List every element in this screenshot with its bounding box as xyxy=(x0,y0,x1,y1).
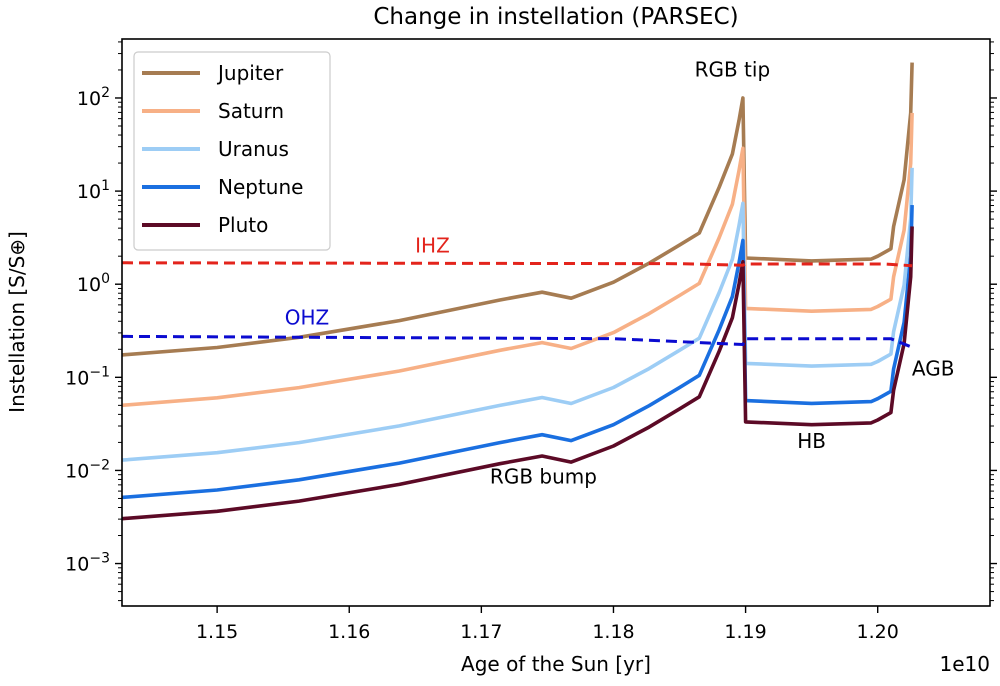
y-tick-base: 10 xyxy=(77,274,101,296)
annotation-ihz: IHZ xyxy=(415,233,450,257)
series-line-neptune xyxy=(121,205,914,500)
y-tick-exponent: −3 xyxy=(89,551,110,567)
reference-line-ohz xyxy=(121,334,913,349)
legend: Jupiter Saturn Uranus Neptune Pluto xyxy=(133,51,331,251)
y-tick-label: 100 xyxy=(77,271,110,296)
chart-title: Change in instellation (PARSEC) xyxy=(373,4,738,30)
legend-box xyxy=(133,51,331,251)
annotation-rgb-bump: RGB bump xyxy=(490,465,597,489)
x-tick-label: 1.18 xyxy=(592,621,634,643)
legend-label-saturn: Saturn xyxy=(218,99,284,123)
legend-label-jupiter: Jupiter xyxy=(216,61,284,85)
series-line-uranus xyxy=(121,167,914,462)
x-axis-label: Age of the Sun [yr] xyxy=(461,652,651,676)
x-tick-label: 1.17 xyxy=(460,621,502,643)
annotations: RGB tip RGB bump HB AGB IHZ OHZ xyxy=(285,58,955,489)
series-line-saturn xyxy=(121,112,914,408)
y-tick-base: 10 xyxy=(65,367,89,389)
legend-label-uranus: Uranus xyxy=(218,137,289,161)
y-tick-label: 10−2 xyxy=(65,457,110,482)
y-tick-label: 102 xyxy=(77,85,110,110)
annotation-agb: AGB xyxy=(912,356,955,380)
x-tick-label: 1.15 xyxy=(196,621,238,643)
y-tick-exponent: 0 xyxy=(101,271,110,287)
x-tick-label: 1.16 xyxy=(328,621,370,643)
series-line-pluto xyxy=(121,226,914,521)
y-tick-exponent: −2 xyxy=(89,457,110,473)
habitable-zone-lines xyxy=(121,261,913,349)
x-offset-label: 1e10 xyxy=(940,652,990,676)
legend-label-pluto: Pluto xyxy=(218,213,268,237)
annotation-ohz: OHZ xyxy=(285,305,329,329)
reference-line-ihz xyxy=(121,261,913,268)
y-tick-exponent: 1 xyxy=(101,178,110,194)
x-tick-label: 1.19 xyxy=(724,621,766,643)
y-tick-base: 10 xyxy=(65,554,89,576)
y-axis-label: Instellation [S/S⊕] xyxy=(5,231,29,413)
y-tick-base: 10 xyxy=(65,460,89,482)
series-line-jupiter xyxy=(121,62,914,357)
y-tick-label: 10−3 xyxy=(65,551,110,576)
series-layer xyxy=(121,62,914,521)
plot-frame xyxy=(121,38,991,607)
annotation-hb: HB xyxy=(797,429,826,453)
y-tick-base: 10 xyxy=(77,88,101,110)
y-tick-label: 10−1 xyxy=(65,364,110,389)
y-tick-exponent: −1 xyxy=(89,364,110,380)
y-tick-label: 101 xyxy=(77,178,110,203)
y-tick-base: 10 xyxy=(77,181,101,203)
annotation-rgb-tip: RGB tip xyxy=(695,58,771,82)
legend-label-neptune: Neptune xyxy=(218,175,303,199)
x-axis-ticks: 1.15 1.16 1.17 1.18 1.19 1.20 xyxy=(196,606,899,643)
x-tick-label: 1.20 xyxy=(857,621,899,643)
y-tick-exponent: 2 xyxy=(101,85,110,101)
